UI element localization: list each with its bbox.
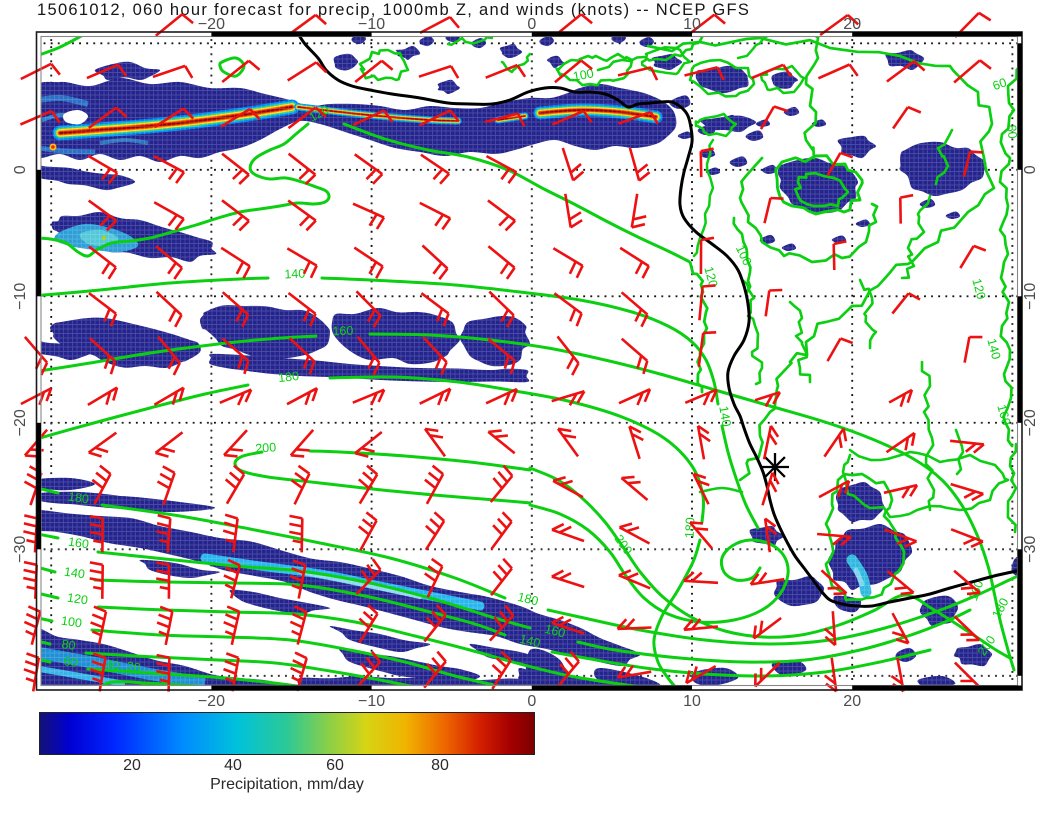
svg-text:−20: −20 — [12, 409, 29, 436]
svg-text:40: 40 — [105, 657, 121, 673]
svg-text:180: 180 — [277, 369, 299, 385]
svg-text:100: 100 — [572, 66, 595, 83]
svg-text:160: 160 — [994, 403, 1013, 427]
svg-text:200: 200 — [255, 440, 277, 455]
svg-text:80: 80 — [61, 637, 77, 653]
svg-text:120: 120 — [701, 265, 720, 289]
svg-text:0: 0 — [527, 693, 536, 710]
svg-text:−20: −20 — [198, 693, 225, 710]
svg-text:−10: −10 — [358, 16, 385, 33]
svg-text:−10: −10 — [12, 283, 29, 310]
svg-text:140: 140 — [518, 632, 542, 651]
svg-text:100: 100 — [60, 614, 83, 631]
svg-text:−10: −10 — [1022, 283, 1039, 310]
svg-text:160: 160 — [332, 324, 353, 339]
svg-text:0: 0 — [1022, 165, 1039, 174]
svg-text:0: 0 — [527, 16, 536, 33]
svg-text:140: 140 — [716, 405, 733, 428]
svg-text:20: 20 — [843, 693, 861, 710]
svg-text:140: 140 — [63, 565, 86, 582]
svg-text:20: 20 — [843, 16, 861, 33]
svg-text:−30: −30 — [1022, 536, 1039, 563]
svg-text:0: 0 — [12, 165, 29, 174]
svg-text:60: 60 — [63, 654, 79, 670]
svg-text:−20: −20 — [1022, 409, 1039, 436]
svg-text:140: 140 — [284, 266, 306, 281]
svg-text:120: 120 — [969, 277, 988, 301]
svg-text:−20: −20 — [198, 16, 225, 33]
svg-text:160: 160 — [67, 535, 90, 552]
svg-text:−30: −30 — [12, 536, 29, 563]
svg-text:−10: −10 — [358, 693, 385, 710]
svg-text:60: 60 — [991, 75, 1009, 93]
svg-text:10: 10 — [683, 693, 701, 710]
svg-text:180: 180 — [67, 490, 90, 507]
svg-text:10: 10 — [683, 16, 701, 33]
svg-text:120: 120 — [66, 591, 89, 608]
svg-text:140: 140 — [984, 337, 1003, 361]
svg-text:20: 20 — [126, 659, 142, 675]
svg-text:180: 180 — [516, 590, 540, 609]
